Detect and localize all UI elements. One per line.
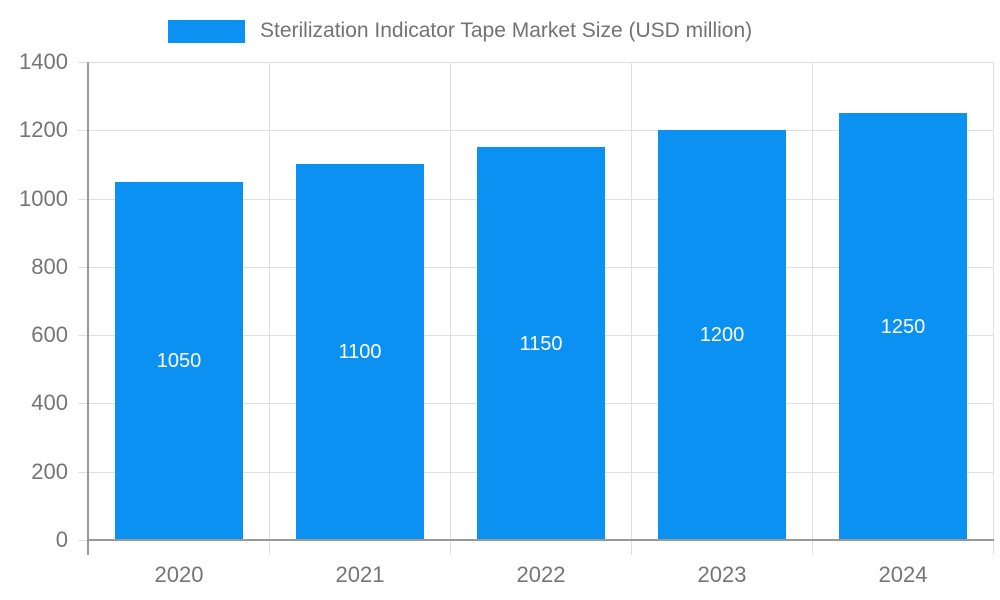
y-tick-label: 0	[55, 527, 68, 552]
x-axis-line	[87, 539, 994, 541]
bar[interactable]	[296, 164, 424, 540]
y-tick-label: 800	[31, 254, 68, 279]
bar[interactable]	[115, 182, 243, 541]
legend-label: Sterilization Indicator Tape Market Size…	[260, 19, 753, 42]
category-boundary-gridline	[812, 62, 813, 555]
y-tick-label: 1400	[19, 49, 68, 74]
y-gridline	[88, 130, 993, 131]
y-axis-tick	[78, 335, 88, 336]
x-tick-label: 2020	[154, 562, 204, 587]
category-boundary-gridline	[450, 62, 451, 555]
category-boundary-gridline	[269, 62, 270, 555]
y-tick-label: 200	[31, 459, 68, 484]
y-axis-tick	[78, 130, 88, 131]
bar[interactable]	[477, 147, 605, 540]
y-axis-tick	[78, 540, 88, 541]
bar[interactable]	[658, 130, 786, 540]
y-tick-label: 600	[31, 322, 68, 347]
y-axis-line	[87, 62, 89, 555]
bar-value-label: 1200	[699, 324, 745, 346]
y-tick-label: 1000	[19, 186, 68, 211]
x-tick-label: 2022	[516, 562, 566, 587]
y-tick-label: 1200	[19, 117, 68, 142]
x-tick-label: 2021	[335, 562, 385, 587]
y-axis-tick	[78, 403, 88, 404]
y-axis-tick	[78, 199, 88, 200]
legend-swatch-icon	[168, 19, 245, 43]
y-gridline	[88, 62, 993, 63]
legend-item[interactable]: Sterilization Indicator Tape Market Size…	[168, 17, 752, 45]
x-tick-label: 2024	[878, 562, 928, 587]
bar-value-label: 1100	[338, 341, 382, 363]
x-tick-label: 2023	[697, 562, 747, 587]
bar-value-label: 1150	[519, 333, 563, 355]
bar[interactable]	[839, 113, 967, 540]
category-boundary-gridline	[993, 62, 994, 555]
bar-value-label: 1050	[156, 350, 202, 372]
category-boundary-gridline	[631, 62, 632, 555]
y-axis-tick	[78, 267, 88, 268]
y-axis-tick	[78, 62, 88, 63]
bar-value-label: 1250	[880, 316, 926, 338]
y-axis-tick	[78, 472, 88, 473]
y-tick-label: 400	[31, 390, 68, 415]
